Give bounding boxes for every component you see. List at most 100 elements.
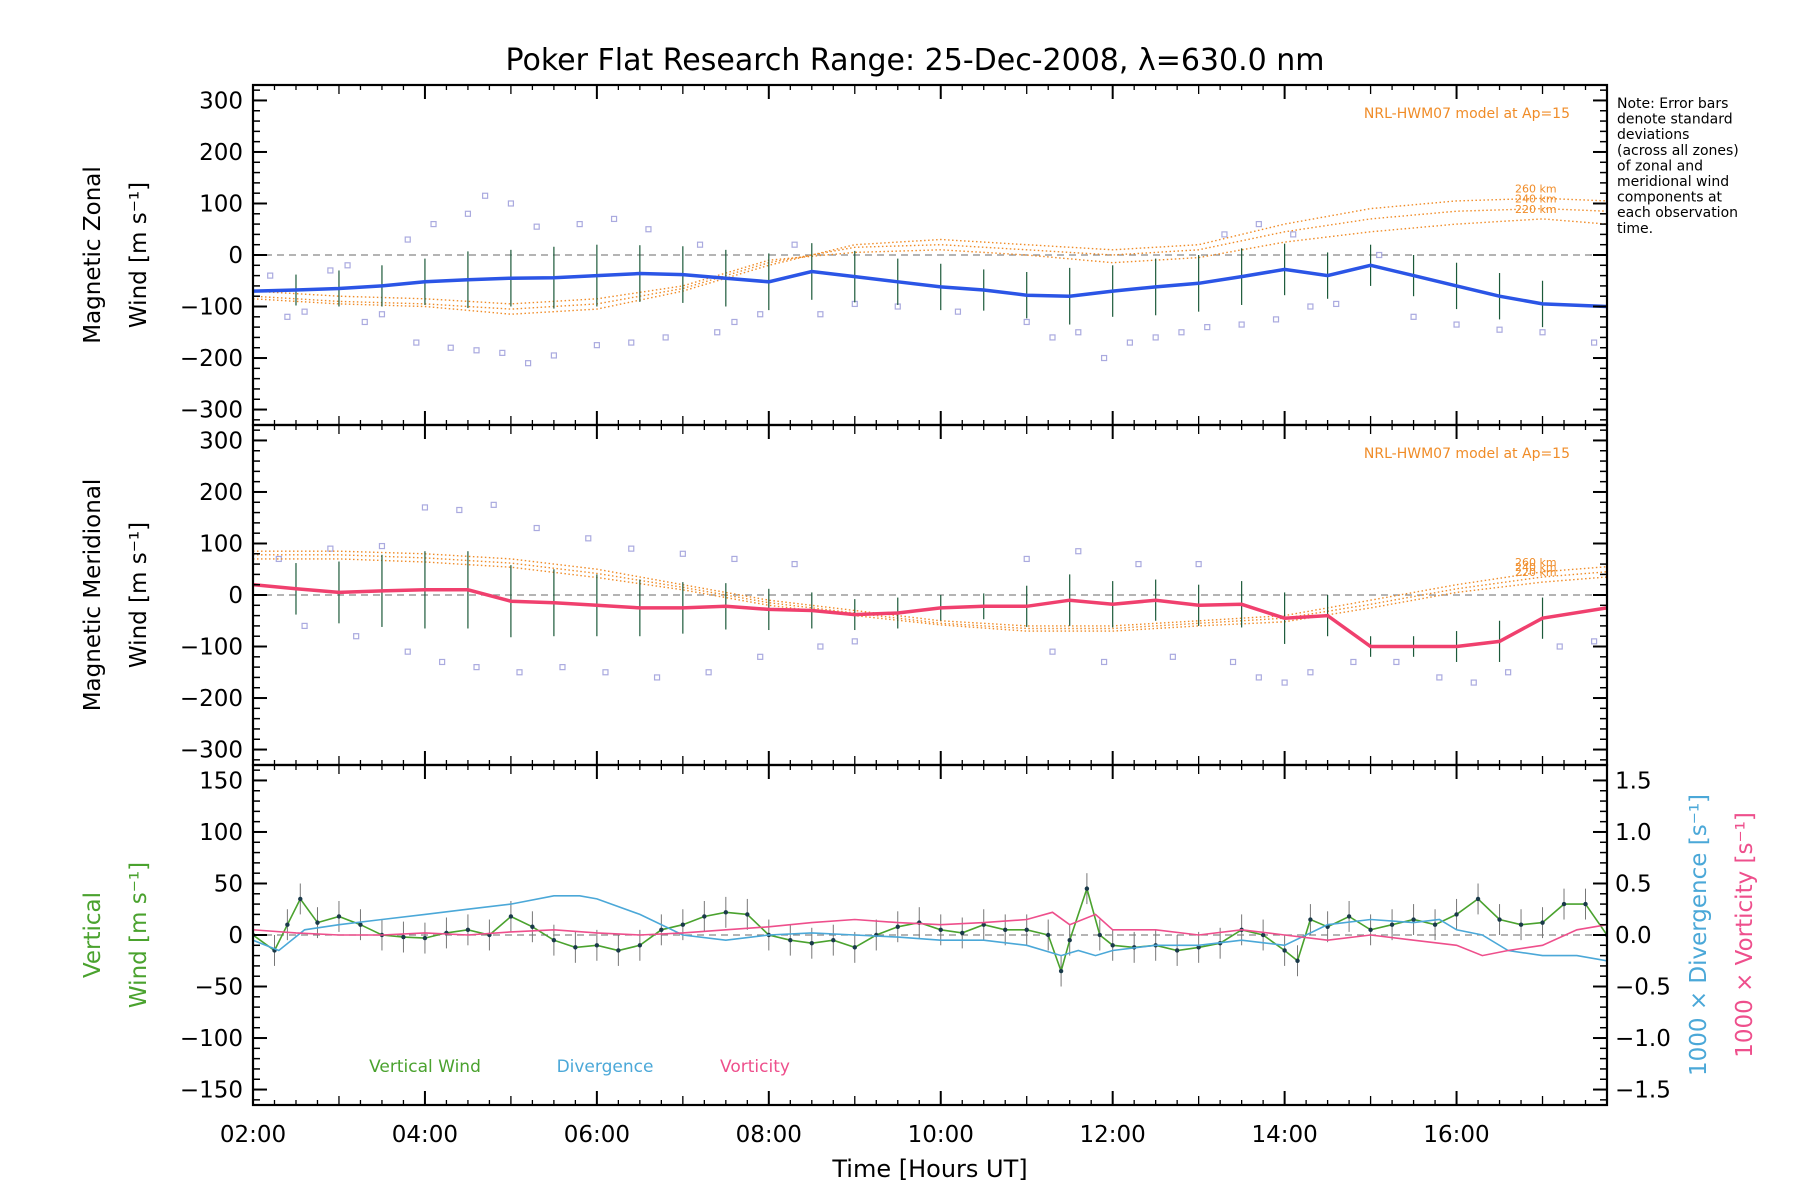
data-point [1003,927,1008,933]
legend-entry: Divergence [557,1057,654,1077]
data-point [809,941,814,946]
y-tick-label: 300 [199,88,243,114]
model-curve [253,207,1607,310]
data-point [659,927,664,933]
scatter-point [533,223,540,230]
data-point [1067,937,1072,943]
scatter-point [1272,316,1280,323]
y-tick-label: −300 [180,398,243,424]
scatter-point [610,215,618,223]
data-point [594,943,600,948]
mean-line [253,582,1607,649]
scatter-point [301,308,308,315]
scatter-point [705,669,712,676]
scatter-point [550,352,557,359]
y-axis-label-line2: Wind [m s⁻¹] [126,862,152,1008]
y-axis-label-line1: Magnetic Zonal [80,166,106,344]
data-point [1432,922,1438,927]
y-tick-label: −50 [194,975,243,1001]
note-line: meridional wind [1617,174,1729,190]
data-point [1308,917,1313,922]
data-point [1282,948,1287,953]
model-label: NRL-HWM07 model at Ap=15 [1364,446,1570,462]
y-tick-label: −300 [180,738,243,764]
data-point [1196,945,1201,950]
data-point [1346,914,1352,919]
scatter-point [1393,658,1400,666]
panel-vertical: Vertical Wind Divergence Vorticity 1.5 1.0 0.… [80,763,1758,1183]
scatter-point [1376,251,1383,259]
scatter-point [267,272,274,279]
legend-entry: Vertical Wind [369,1057,481,1077]
model-curve-label: 240 km [1515,561,1557,574]
y-tick-label: 100 [199,191,243,217]
scatter-point [473,347,480,354]
scatter-point [1556,643,1563,650]
scatter-point [404,236,411,243]
data-point [1497,917,1502,922]
scatter-point [602,669,609,676]
scatter-point [1049,648,1056,655]
scatter-point [490,501,497,508]
legend-entry: Vorticity [720,1057,790,1077]
scatter-point [413,339,420,346]
scatter-point [817,643,824,650]
scatter-point [533,524,540,532]
scatter-point [757,311,764,318]
note-line: each observation [1617,205,1738,221]
scatter-point [507,200,515,207]
y-axis-label-line2: Wind [m s⁻¹] [126,522,152,668]
scatter-point [430,220,437,228]
scatter-point [1135,560,1142,568]
series-line [253,885,1607,974]
model-curve [253,554,1607,630]
scatter-point [593,342,600,349]
scatter-point [1591,339,1598,346]
x-tick-label: 06:00 [564,1122,630,1148]
scatter-point [628,339,635,346]
data-point [1058,968,1064,974]
scatter-point [1281,679,1288,686]
data-point [1368,927,1373,933]
scatter-point [404,648,411,655]
note-line: time. [1617,221,1653,237]
scatter-point [1178,329,1185,336]
data-point [508,914,514,919]
data-point [852,945,857,950]
x-axis-label: Time [Hours UT] [831,1155,1027,1183]
y2-axis-label-vorticity: 1000 × Vorticity [s⁻¹] [1732,812,1758,1058]
scatter-point [1591,638,1598,645]
data-point [401,934,406,940]
scatter-point [301,622,308,630]
scatter-point [817,311,824,318]
scatter-point [378,311,386,318]
scatter-point [421,504,429,511]
scatter-point [439,658,446,666]
data-point [1084,886,1090,891]
model-curve-label: 260 km [1515,182,1557,195]
scatter-point [731,318,738,326]
model-curve-label: 220 km [1515,566,1557,579]
y-tick-label: −150 [180,1078,243,1104]
scatter-point [559,664,566,671]
scatter-point [1204,324,1211,331]
scatter-point [1100,354,1108,362]
scatter-point [585,535,592,542]
scatter-point [714,329,721,336]
scatter-point [1075,548,1082,555]
data-point [1583,901,1588,907]
scatter-point [645,226,652,233]
scatter-point [679,550,686,557]
model-curve [253,197,1607,315]
x-tick-label: 12:00 [1080,1122,1146,1148]
data-point [1174,948,1180,953]
data-point [1046,932,1051,938]
y2-tick-label: −0.5 [1615,975,1671,1001]
y-tick-label: −200 [180,686,243,712]
note-line: Note: Error bars [1617,96,1728,112]
y-tick-label: 0 [228,583,243,609]
y-tick-label: 100 [199,820,243,846]
note-line: components at [1617,190,1723,206]
panel-plot-area [253,873,1607,987]
